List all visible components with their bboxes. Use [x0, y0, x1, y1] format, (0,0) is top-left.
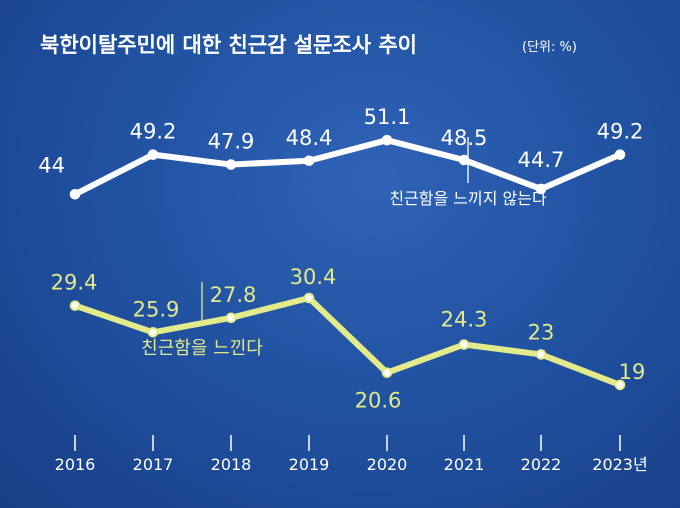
data-label: 25.9: [133, 297, 180, 321]
data-point: [69, 189, 81, 200]
data-label: 48.5: [441, 126, 488, 150]
data-label: 49.2: [130, 120, 177, 144]
data-point: [225, 312, 237, 324]
data-point: [458, 339, 470, 350]
data-label: 29.4: [51, 271, 98, 295]
series-line: [72, 295, 623, 388]
chart-unit: (단위: %): [522, 40, 577, 55]
data-point: [614, 149, 626, 160]
data-point: [535, 349, 547, 360]
data-label: 27.8: [210, 283, 257, 307]
x-tick-label: 2019: [289, 455, 330, 474]
data-label: 44: [38, 153, 65, 177]
data-label: 19: [619, 360, 646, 384]
series-annotation: 친근함을 느끼지 않는다: [389, 189, 547, 208]
data-point: [458, 154, 470, 166]
data-point: [535, 183, 547, 195]
x-tick-label: 2022: [521, 455, 562, 474]
x-tick-label: 2017: [133, 455, 174, 474]
data-label: 44.7: [518, 148, 565, 172]
data-point: [69, 300, 81, 311]
data-point: [303, 155, 315, 167]
data-point: [381, 134, 393, 146]
data-label: 49.2: [597, 120, 644, 144]
data-point: [225, 159, 237, 170]
data-label: 23: [528, 320, 555, 344]
data-label: 30.4: [290, 265, 337, 289]
data-label: 48.4: [286, 126, 333, 150]
data-point: [381, 367, 393, 379]
x-tick-label: 2016: [55, 455, 96, 474]
x-tick-label: 2023년: [592, 455, 647, 474]
x-tick-label: 2020: [367, 455, 408, 474]
data-label: 47.9: [208, 130, 255, 154]
chart-title: 북한이탈주민에 대한 친근감 설문조사 추이: [40, 33, 417, 57]
data-label: 20.6: [355, 389, 402, 413]
data-point: [147, 327, 159, 338]
x-tick-label: 2018: [211, 455, 252, 474]
data-point: [147, 149, 159, 160]
data-point: [303, 292, 315, 304]
data-label: 24.3: [441, 308, 488, 332]
data-point: [614, 379, 626, 391]
chart-marks: 2016 2017 2018 2019 2020 2021 2022 2023년 44 49.2 4…: [38, 105, 647, 474]
x-tick-label: 2021: [444, 455, 485, 474]
series-line: [72, 137, 623, 198]
data-label: 51.1: [364, 105, 411, 129]
series-annotation: 친근함을 느낀다: [141, 338, 263, 359]
